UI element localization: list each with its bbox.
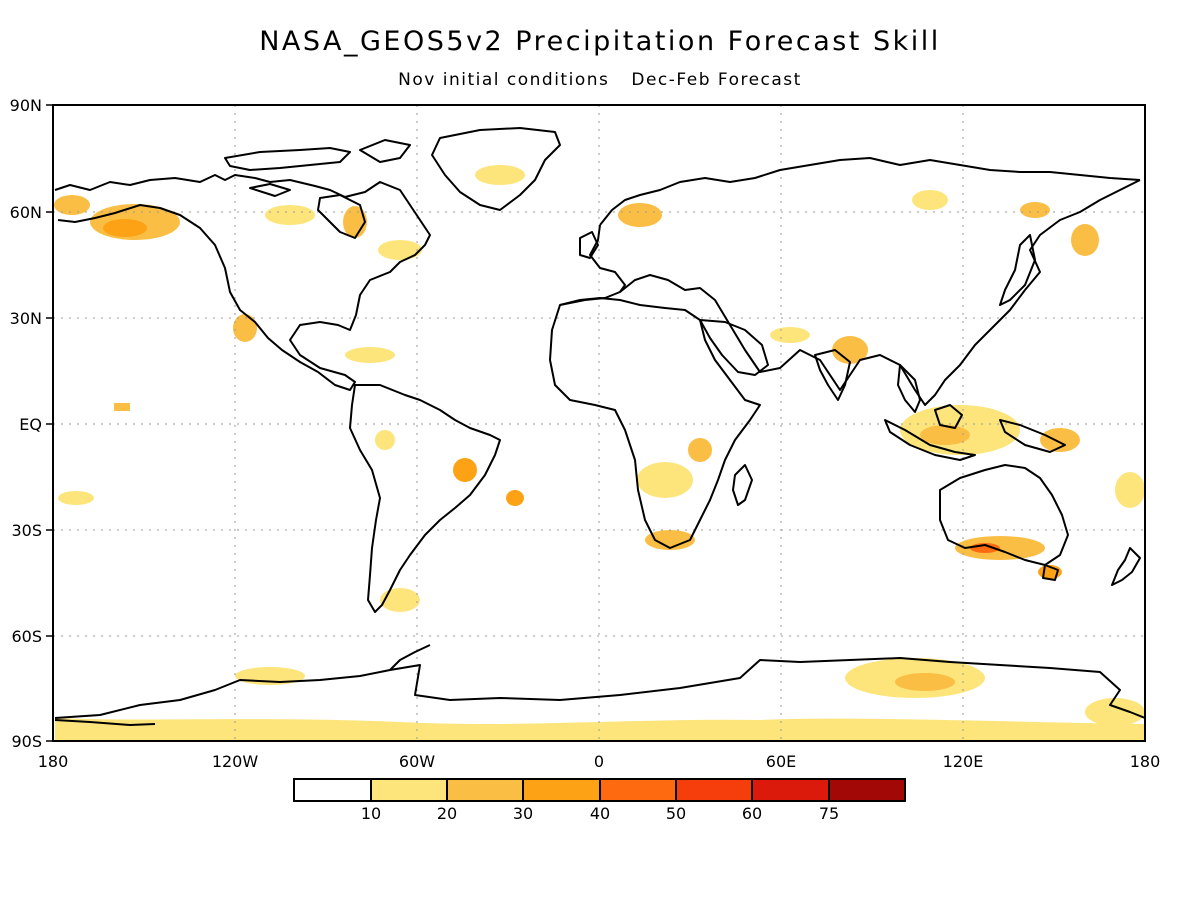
- lat-label-eq: EQ: [19, 415, 42, 434]
- colorbar-swatch-3: [523, 779, 600, 801]
- lon-label-60e: 60E: [766, 752, 796, 771]
- lat-ticks: [46, 104, 53, 742]
- shading-siberia: [912, 190, 948, 210]
- shading-south-pacific: [58, 491, 94, 505]
- lat-label-30n: 30N: [10, 309, 42, 328]
- shading-south-atlantic: [506, 490, 524, 506]
- colorbar-label-10: 10: [361, 804, 381, 823]
- shading-hudson: [343, 206, 367, 238]
- skill-shading: [54, 165, 1145, 741]
- lon-label-0: 0: [594, 752, 604, 771]
- shading-patagonia: [380, 588, 420, 612]
- colorbar-label-50: 50: [666, 804, 686, 823]
- colorbar-swatch-4: [600, 779, 676, 801]
- graticule: [53, 105, 1145, 741]
- shading-ross-sea: [1085, 698, 1145, 726]
- shading-antarctica-band: [55, 718, 1145, 741]
- lat-label-60s: 60S: [11, 627, 42, 646]
- lon-label-180w: 180: [38, 752, 69, 771]
- lon-label-180e: 180: [1130, 752, 1161, 771]
- shading-central-pacific: [114, 403, 130, 411]
- colorbar-label-40: 40: [590, 804, 610, 823]
- shading-east-africa: [688, 438, 712, 462]
- lon-label-60w: 60W: [399, 752, 435, 771]
- shading-amazon: [375, 430, 395, 450]
- lat-label-60n: 60N: [10, 203, 42, 222]
- lat-label-30s: 30S: [11, 521, 42, 540]
- coastlines: [54, 127, 1146, 726]
- colorbar-label-60: 60: [742, 804, 762, 823]
- shading-new-guinea: [1040, 428, 1080, 452]
- lat-label-90s: 90S: [11, 732, 42, 751]
- shading-east-antarctica-core: [895, 673, 955, 691]
- shading-kamchatka: [1071, 224, 1099, 256]
- shading-canada-west: [265, 205, 315, 225]
- shading-arabian-sea: [770, 327, 810, 343]
- colorbar-swatch-1: [371, 779, 447, 801]
- shading-brazil: [453, 458, 477, 482]
- shading-greenland: [475, 165, 525, 185]
- colorbar-label-75: 75: [819, 804, 839, 823]
- shading-scandinavia: [618, 203, 662, 227]
- shading-east-siberia: [1020, 202, 1050, 218]
- shading-east-canada: [378, 240, 422, 260]
- lat-label-90n: 90N: [10, 96, 42, 115]
- shading-southwest-pacific: [1115, 472, 1145, 508]
- lon-label-120w: 120W: [212, 752, 259, 771]
- map-border: [52, 104, 1146, 742]
- colorbar-swatch-5: [676, 779, 752, 801]
- colorbar-label-30: 30: [513, 804, 533, 823]
- colorbar-swatch-2: [447, 779, 523, 801]
- colorbar-swatch-6: [752, 779, 829, 801]
- colorbar-swatch-7: [829, 779, 905, 801]
- subtitle-initial-conditions: Nov initial conditions: [398, 70, 610, 90]
- lon-label-120e: 120E: [943, 752, 984, 771]
- shading-central-africa: [637, 462, 693, 498]
- colorbar-outline: [293, 778, 906, 802]
- subtitle-forecast-period: Dec-Feb Forecast: [631, 70, 802, 90]
- shading-alaska-core: [103, 219, 147, 237]
- shading-maritime-core: [920, 425, 970, 445]
- colorbar-swatch-0: [294, 779, 371, 801]
- shading-india: [832, 336, 868, 364]
- map-subtitle: Nov initial conditions Dec-Feb Forecast: [0, 70, 1200, 90]
- shading-caribbean: [345, 347, 395, 363]
- map-title: NASA_GEOS5v2 Precipitation Forecast Skil…: [259, 26, 941, 57]
- colorbar: 10 20 30 40 50 60 75: [293, 778, 906, 823]
- shading-south-africa: [645, 530, 695, 550]
- shading-mexico: [233, 314, 257, 342]
- shading-dateline-north: [54, 195, 90, 215]
- colorbar-label-20: 20: [437, 804, 457, 823]
